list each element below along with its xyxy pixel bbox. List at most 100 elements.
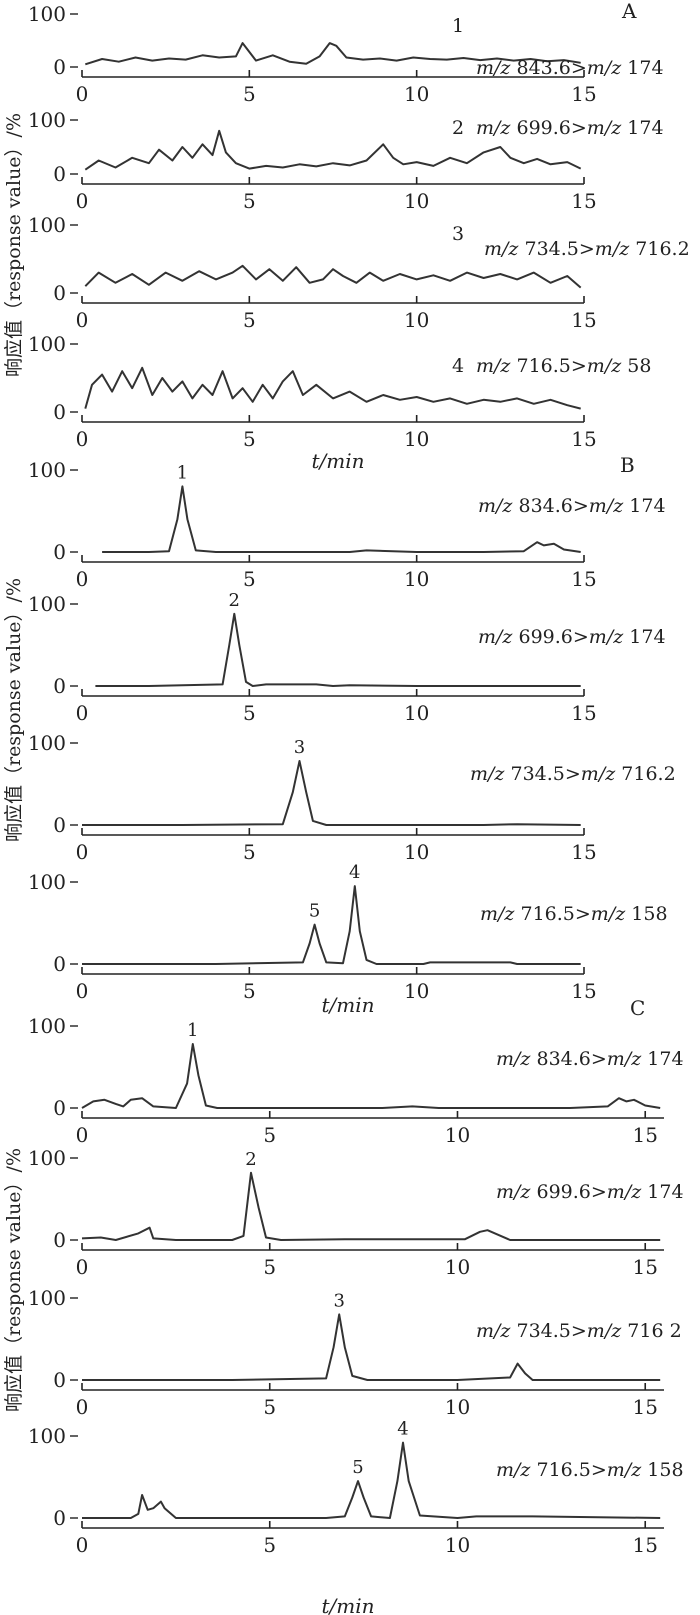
trace-number-label: 3	[452, 223, 464, 245]
x-tick-label: 0	[76, 308, 89, 332]
x-tick-label: 10	[404, 979, 429, 1003]
x-tick-label: 5	[263, 1395, 276, 1419]
x-tick-label: 15	[571, 82, 596, 106]
x-tick-label: 10	[404, 701, 429, 725]
y-tick-label: 0	[53, 540, 66, 564]
chromatogram-panel-3: 0 5 10 15 0 100 3 m/z 734.5>m/z 716.2	[28, 213, 690, 332]
x-tick-label: 5	[243, 308, 256, 332]
chromatogram-panel-5: 0 5 10 15 0 100 1 m/z 834.6>m/z 174	[28, 458, 666, 591]
chromatogram-panel-7: 0 5 10 15 0 100 3 m/z 734.5>m/z 716.2	[28, 731, 676, 864]
x-tick-label: 0	[76, 1123, 89, 1147]
x-tick-label: 10	[445, 1255, 470, 1279]
chromatogram-trace	[95, 612, 581, 687]
y-tick-label: 0	[53, 1096, 66, 1120]
x-tick-label: 15	[632, 1395, 657, 1419]
y-tick-label: 0	[53, 674, 66, 698]
mz-transition-label: m/z 699.6>m/z 174	[476, 117, 664, 139]
y-tick-label: 100	[28, 332, 66, 356]
trace-number-label: 2	[452, 117, 464, 139]
x-tick-label: 15	[632, 1255, 657, 1279]
x-tick-label: 5	[243, 567, 256, 591]
x-tick-label: 0	[76, 1255, 89, 1279]
x-tick-label: 15	[571, 567, 596, 591]
x-tick-label: 0	[76, 82, 89, 106]
x-tick-label: 5	[263, 1533, 276, 1557]
mz-transition-label: m/z 734.5>m/z 716 2	[476, 1320, 682, 1342]
mz-transition-label: m/z 843.6>m/z 174	[476, 57, 664, 79]
x-tick-label: 0	[76, 189, 89, 213]
mz-transition-label: m/z 834.6>m/z 174	[478, 495, 666, 517]
x-tick-label: 5	[263, 1123, 276, 1147]
chromatogram-panel-8: 0 5 10 15 0 100 5 4 m/z 716.5>m/z 158	[28, 862, 668, 1003]
y-tick-label: 100	[28, 1424, 66, 1448]
chromatogram-panel-9: 0 5 10 15 0 100 1 m/z 834.6>m/z 174	[28, 1014, 684, 1147]
y-tick-label: 0	[53, 281, 66, 305]
x-tick-label: 5	[243, 701, 256, 725]
peak-label: 2	[245, 1149, 256, 1170]
y-tick-label: 100	[28, 1014, 66, 1038]
x-tick-label: 10	[404, 840, 429, 864]
mz-transition-label: m/z 699.6>m/z 174	[496, 1181, 684, 1203]
y-tick-label: 100	[28, 592, 66, 616]
chromatogram-trace	[84, 366, 581, 410]
x-tick-label: 10	[445, 1123, 470, 1147]
x-tick-label: 15	[632, 1123, 657, 1147]
y-tick-label: 100	[28, 458, 66, 482]
x-tick-label: 5	[243, 979, 256, 1003]
peak-label: 4	[397, 1419, 408, 1440]
x-tick-label: 0	[76, 427, 89, 451]
chromatogram-trace	[102, 485, 581, 553]
x-tick-label: 5	[243, 82, 256, 106]
x-tick-label: 10	[445, 1533, 470, 1557]
x-tick-label: 5	[243, 840, 256, 864]
x-tick-label: 15	[571, 701, 596, 725]
x-tick-label: 0	[76, 1395, 89, 1419]
trace-number-label: 1	[452, 15, 464, 37]
chromatogram-panel-2: 0 5 10 15 0 100 2 m/z 699.6>m/z 174	[28, 108, 664, 213]
x-tick-label: 10	[404, 427, 429, 451]
chromatogram-panel-10: 0 5 10 15 0 100 2 m/z 699.6>m/z 174	[28, 1146, 684, 1279]
y-tick-label: 0	[53, 952, 66, 976]
x-tick-label: 0	[76, 979, 89, 1003]
mz-transition-label: m/z 716.5>m/z 158	[496, 1459, 684, 1481]
chromatogram-panel-6: 0 5 10 15 0 100 2 m/z 699.6>m/z 174	[28, 590, 666, 725]
x-tick-label: 10	[404, 308, 429, 332]
y-tick-label: 100	[28, 1286, 66, 1310]
x-tick-label: 15	[571, 308, 596, 332]
x-tick-label: 10	[404, 189, 429, 213]
chromatogram-panel-4: 0 5 10 15 0 100 4 m/z 716.5>m/z 58	[28, 332, 652, 451]
chromatogram-trace	[84, 264, 582, 289]
x-tick-label: 15	[632, 1533, 657, 1557]
x-tick-label: 10	[404, 567, 429, 591]
peak-label: 5	[352, 1457, 363, 1478]
x-tick-label: 15	[571, 979, 596, 1003]
x-tick-label: 0	[76, 1533, 89, 1557]
y-axis-label-c: 响应值（response value）/%	[3, 1148, 25, 1412]
x-tick-label: 5	[263, 1255, 276, 1279]
peak-label: 2	[229, 590, 240, 611]
y-tick-label: 0	[53, 1228, 66, 1252]
y-axis-label-a: 响应值（response value）/%	[3, 113, 25, 377]
section-label-c: C	[630, 996, 645, 1020]
x-axis-label-b: t/min	[321, 993, 374, 1017]
y-tick-label: 0	[53, 55, 66, 79]
x-tick-label: 15	[571, 189, 596, 213]
x-tick-label: 10	[445, 1395, 470, 1419]
x-tick-label: 5	[243, 189, 256, 213]
y-tick-label: 0	[53, 400, 66, 424]
section-label-b: B	[620, 453, 635, 477]
chromatogram-trace	[82, 760, 581, 826]
chromatogram-trace	[81, 1043, 661, 1109]
x-tick-label: 0	[76, 840, 89, 864]
chromatogram-trace	[82, 885, 581, 965]
y-tick-label: 100	[28, 731, 66, 755]
chromatogram-trace	[81, 1171, 661, 1241]
mz-transition-label: m/z 734.5>m/z 716.2	[484, 238, 690, 260]
chromatogram-panel-1: 0 5 10 15 0 100 1 m/z 843.6>m/z 174	[28, 2, 664, 106]
mz-transition-label: m/z 716.5>m/z 158	[480, 903, 668, 925]
y-tick-label: 0	[53, 162, 66, 186]
chromatogram-trace	[82, 1313, 661, 1381]
y-tick-label: 100	[28, 1146, 66, 1170]
